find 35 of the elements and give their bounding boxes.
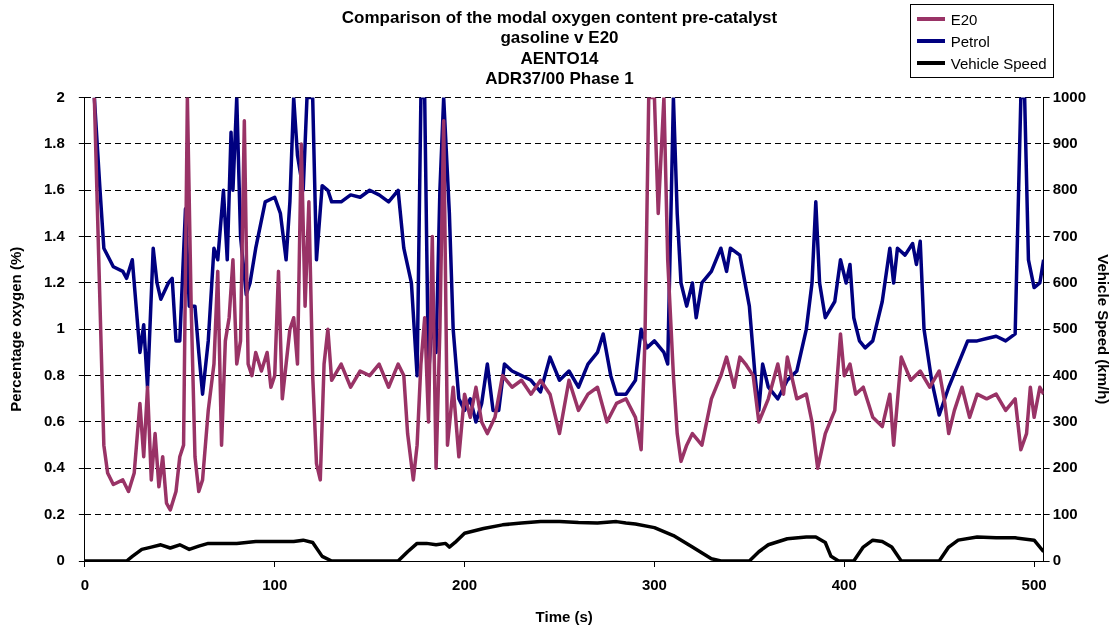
y2-tick-label: 600 — [1052, 273, 1078, 291]
x-tick-label: 200 — [452, 576, 478, 594]
y2-tick-label: 900 — [1052, 134, 1078, 152]
x-tick-label: 500 — [1021, 576, 1047, 594]
y-axis-title: Percentage oxygen (%) — [7, 246, 25, 412]
x-tick-label: 300 — [641, 576, 667, 594]
legend-label: E20 — [950, 10, 978, 28]
y2-tick-label: 400 — [1052, 365, 1078, 383]
y-tick-label: 0.2 — [43, 504, 65, 522]
legend-label: Vehicle Speed — [950, 54, 1047, 72]
y-tick-label: 0.6 — [43, 412, 65, 430]
y-tick-label: 1.2 — [43, 273, 65, 291]
y2-tick-label: 200 — [1052, 458, 1078, 476]
y2-axis-title: Vehicle Speed (km/h) — [1094, 254, 1112, 405]
y2-tick-label: 300 — [1052, 412, 1078, 430]
y2-tick-label: 800 — [1052, 180, 1078, 198]
y2-tick-label: 1000 — [1052, 87, 1087, 105]
y2-tick-label: 700 — [1052, 226, 1078, 244]
legend-label: Petrol — [950, 32, 990, 50]
y-tick-label: 1.8 — [43, 134, 65, 152]
y-tick-label: 1 — [56, 319, 65, 337]
y-tick-label: 0.8 — [43, 365, 65, 383]
y-tick-label: 0 — [56, 551, 65, 569]
x-tick-label: 100 — [262, 576, 288, 594]
x-tick-label: 0 — [80, 576, 90, 594]
y-tick-label: 1.6 — [43, 180, 65, 198]
y2-tick-label: 100 — [1052, 504, 1078, 522]
y-tick-label: 2 — [56, 87, 65, 105]
chart-title: Comparison of the modal oxygen content pre-catalyst gasoline v E20 AENTO14 ADR37/00 Phase 1 — [341, 7, 778, 89]
x-tick-label: 400 — [831, 576, 857, 594]
y2-tick-label: 0 — [1052, 551, 1061, 569]
x-axis-title: Time (s) — [535, 608, 593, 626]
y-tick-label: 1.4 — [43, 226, 66, 244]
y2-tick-label: 500 — [1052, 319, 1078, 337]
y-tick-label: 0.4 — [43, 458, 66, 476]
